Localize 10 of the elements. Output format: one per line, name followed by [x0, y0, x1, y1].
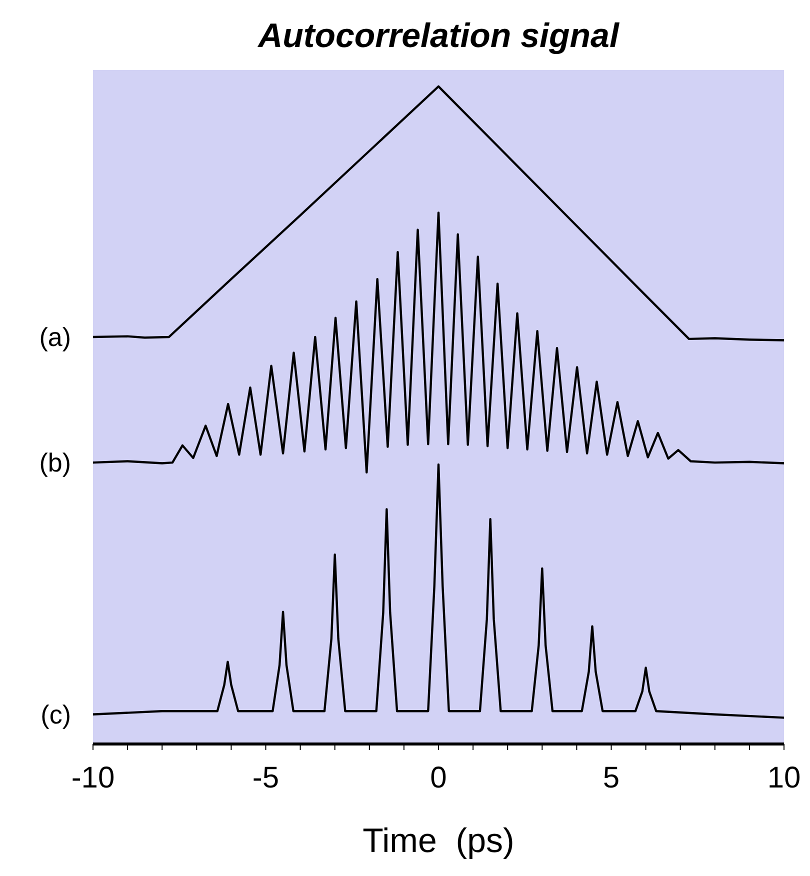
- x-tick-label: -10: [71, 761, 115, 794]
- series-label: (b): [39, 448, 71, 478]
- x-tick-label: -5: [252, 761, 280, 794]
- x-axis-title: Time (ps): [362, 822, 514, 860]
- x-tick-label: 0: [430, 761, 447, 794]
- x-tick-label: 5: [602, 761, 620, 794]
- chart-title: Autocorrelation signal: [256, 16, 620, 57]
- x-tick-label: 10: [767, 761, 801, 794]
- series-label: (c): [40, 699, 71, 730]
- series-label: (a): [39, 322, 71, 352]
